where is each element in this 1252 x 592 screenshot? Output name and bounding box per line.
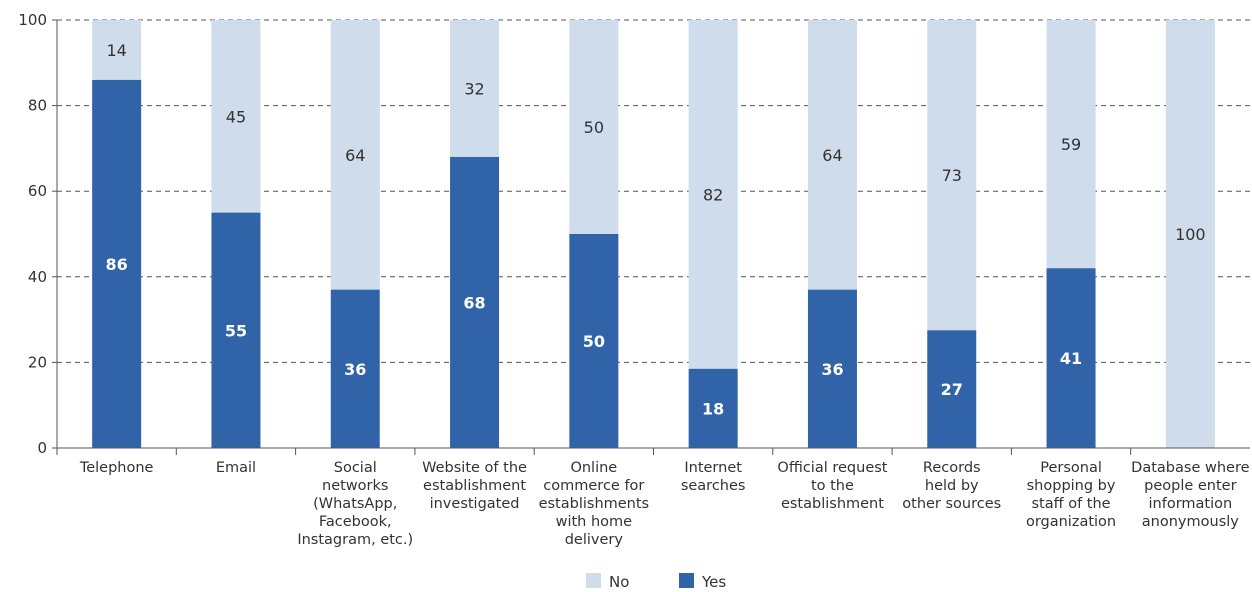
no-value-label: 45 bbox=[226, 107, 246, 126]
x-category-label: Official request bbox=[777, 460, 887, 476]
yes-value-label: 36 bbox=[821, 360, 843, 379]
no-value-label: 100 bbox=[1175, 225, 1206, 244]
bar-no bbox=[211, 20, 261, 213]
bar-no bbox=[927, 20, 977, 331]
x-category-label: Email bbox=[216, 460, 256, 476]
x-category-label: establishments bbox=[539, 496, 650, 512]
legend-label-no: No bbox=[609, 573, 629, 591]
x-category-label: investigated bbox=[430, 496, 520, 512]
x-category-label: Instagram, etc.) bbox=[297, 532, 413, 548]
x-category-label: staff of the bbox=[1031, 496, 1110, 512]
yes-value-label: 36 bbox=[344, 360, 366, 379]
x-category-label: with home bbox=[556, 514, 633, 530]
x-category-label: other sources bbox=[902, 496, 1001, 512]
legend: No Yes bbox=[586, 573, 726, 591]
yes-value-label: 27 bbox=[941, 380, 963, 399]
x-category-label: organization bbox=[1026, 514, 1116, 530]
bar-yes bbox=[92, 79, 142, 449]
no-value-label: 82 bbox=[703, 185, 723, 204]
no-value-label: 64 bbox=[822, 146, 842, 165]
bar-no bbox=[92, 20, 142, 80]
x-category-label: Online bbox=[570, 460, 617, 476]
x-category-label: networks bbox=[322, 478, 388, 494]
bar-yes bbox=[330, 289, 380, 448]
y-tick-label: 20 bbox=[28, 353, 47, 371]
bar-yes bbox=[927, 330, 977, 448]
y-tick-label: 0 bbox=[37, 439, 47, 457]
x-category-label: Records bbox=[923, 460, 981, 476]
yes-value-label: 18 bbox=[702, 399, 724, 418]
no-value-label: 73 bbox=[942, 166, 962, 185]
bar-yes bbox=[450, 156, 500, 448]
axes: 0 20 40 60 80 100 Telephone Email Social networks… bbox=[18, 11, 1250, 548]
x-category-label: Database where bbox=[1131, 460, 1249, 476]
bar-no bbox=[450, 20, 500, 157]
x-category-label: shopping by bbox=[1027, 478, 1116, 494]
bar-no bbox=[330, 20, 380, 290]
yes-value-label: 55 bbox=[225, 321, 247, 340]
y-tick-label: 40 bbox=[28, 268, 47, 286]
x-category-label: Website of the bbox=[422, 460, 527, 476]
bar-yes bbox=[688, 368, 738, 448]
x-category-label: establishment bbox=[781, 496, 884, 512]
yes-value-label: 86 bbox=[106, 255, 128, 274]
value-labels: 86 14 55 45 36 64 68 32 50 50 18 82 36 64 27 73 41 59 100 bbox=[106, 41, 1206, 418]
bar-yes bbox=[807, 289, 857, 448]
x-category-label: establishment bbox=[423, 478, 526, 494]
yes-value-label: 50 bbox=[583, 332, 605, 351]
bar-no bbox=[1165, 20, 1215, 448]
y-tick-label: 100 bbox=[18, 11, 47, 29]
x-category-label: Internet bbox=[684, 460, 742, 476]
y-tick-label: 60 bbox=[28, 182, 47, 200]
x-category-label: anonymously bbox=[1142, 514, 1239, 530]
bar-yes bbox=[569, 234, 619, 448]
x-category-label: held by bbox=[925, 478, 979, 494]
bar-no bbox=[807, 20, 857, 290]
no-value-label: 64 bbox=[345, 146, 365, 165]
x-category-label: Facebook, bbox=[319, 514, 392, 530]
bar-yes bbox=[1046, 268, 1096, 448]
x-category-label: information bbox=[1149, 496, 1233, 512]
no-value-label: 32 bbox=[464, 79, 484, 98]
no-value-label: 50 bbox=[584, 118, 604, 137]
x-category-label: to the bbox=[811, 478, 854, 494]
legend-swatch-yes bbox=[679, 573, 694, 588]
x-category-label: searches bbox=[681, 478, 746, 494]
legend-swatch-no bbox=[586, 573, 601, 588]
yes-value-label: 41 bbox=[1060, 349, 1082, 368]
bar-no bbox=[569, 20, 619, 234]
x-category-label: (WhatsApp, bbox=[313, 496, 397, 512]
no-value-label: 14 bbox=[106, 41, 126, 60]
bar-no bbox=[1046, 20, 1096, 269]
y-tick-label: 80 bbox=[28, 97, 47, 115]
x-category-label: delivery bbox=[565, 532, 624, 548]
x-category-label: Social bbox=[334, 460, 377, 476]
no-value-label: 59 bbox=[1061, 135, 1081, 154]
x-category-label: people enter bbox=[1144, 478, 1236, 494]
yes-value-label: 68 bbox=[463, 293, 485, 312]
x-category-label: Personal bbox=[1040, 460, 1102, 476]
bar-yes bbox=[211, 212, 261, 448]
bars bbox=[92, 20, 1215, 449]
legend-label-yes: Yes bbox=[701, 573, 726, 591]
bar-no bbox=[688, 20, 738, 369]
x-category-label: commerce for bbox=[543, 478, 644, 494]
x-category-label: Telephone bbox=[79, 460, 154, 476]
